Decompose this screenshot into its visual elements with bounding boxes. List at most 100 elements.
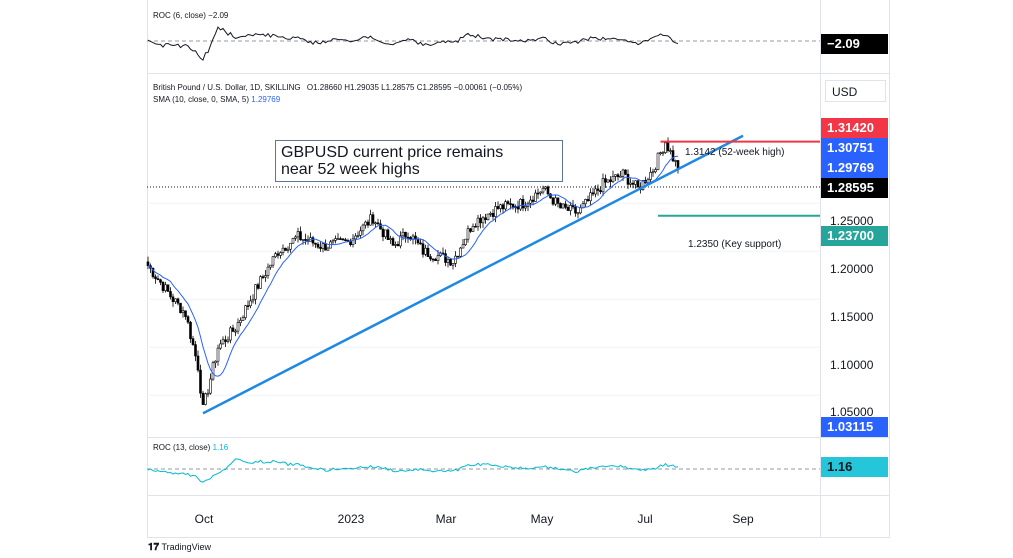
candle[interactable]	[301, 239, 305, 241]
candle[interactable]	[401, 231, 405, 237]
candle[interactable]	[176, 298, 180, 304]
candle[interactable]	[374, 222, 377, 225]
candle[interactable]	[226, 339, 230, 342]
candle[interactable]	[636, 180, 640, 188]
trend-line[interactable]	[202, 134, 744, 415]
candle[interactable]	[181, 310, 185, 314]
candle[interactable]	[569, 205, 572, 211]
candle[interactable]	[264, 275, 267, 278]
candle[interactable]	[436, 255, 440, 262]
candle[interactable]	[634, 180, 637, 185]
candle[interactable]	[574, 206, 577, 214]
candle[interactable]	[624, 169, 627, 175]
candle[interactable]	[491, 213, 495, 217]
candle[interactable]	[571, 205, 575, 208]
candle[interactable]	[189, 321, 192, 339]
candle[interactable]	[341, 238, 345, 241]
candle[interactable]	[581, 203, 585, 208]
candle[interactable]	[266, 266, 270, 276]
candle[interactable]	[319, 246, 322, 249]
candle[interactable]	[659, 152, 662, 154]
candle[interactable]	[326, 247, 330, 251]
candle[interactable]	[246, 305, 250, 307]
candle[interactable]	[671, 150, 675, 162]
candle[interactable]	[479, 217, 482, 224]
candle[interactable]	[291, 238, 295, 244]
pane-separator[interactable]	[147, 73, 890, 74]
candle[interactable]	[444, 253, 447, 263]
candle[interactable]	[649, 172, 652, 180]
candle[interactable]	[304, 239, 307, 241]
candle[interactable]	[666, 142, 670, 151]
candle[interactable]	[506, 201, 510, 204]
candle[interactable]	[224, 339, 227, 342]
candle[interactable]	[654, 169, 657, 173]
candle[interactable]	[576, 212, 580, 215]
candle[interactable]	[206, 392, 210, 395]
candle[interactable]	[596, 188, 600, 191]
candle[interactable]	[534, 192, 537, 202]
candle[interactable]	[451, 263, 455, 266]
candle[interactable]	[324, 243, 327, 251]
candle[interactable]	[196, 355, 200, 371]
candle[interactable]	[234, 330, 237, 333]
candle[interactable]	[316, 243, 320, 248]
candle[interactable]	[299, 231, 302, 241]
candle[interactable]	[386, 229, 390, 241]
candle[interactable]	[211, 362, 215, 380]
candle[interactable]	[631, 182, 635, 185]
candle[interactable]	[261, 276, 265, 278]
candle[interactable]	[166, 284, 170, 292]
candle[interactable]	[331, 240, 335, 243]
candle[interactable]	[194, 344, 197, 357]
candle[interactable]	[416, 239, 420, 244]
candle[interactable]	[406, 236, 410, 239]
candle[interactable]	[421, 243, 425, 255]
candle[interactable]	[674, 160, 677, 162]
candle[interactable]	[549, 193, 552, 199]
candle[interactable]	[361, 224, 365, 232]
candle[interactable]	[606, 179, 610, 183]
sma-line[interactable]	[147, 155, 679, 377]
candle[interactable]	[601, 178, 605, 193]
candle[interactable]	[359, 230, 362, 236]
candle[interactable]	[146, 261, 150, 267]
candle[interactable]	[494, 206, 497, 217]
candle[interactable]	[551, 197, 555, 205]
candle[interactable]	[509, 203, 512, 205]
candle[interactable]	[599, 190, 602, 193]
candle[interactable]	[286, 248, 290, 251]
candle[interactable]	[394, 244, 397, 246]
candle[interactable]	[151, 267, 155, 278]
candle[interactable]	[609, 179, 612, 182]
candle[interactable]	[229, 327, 232, 341]
candle[interactable]	[169, 291, 172, 298]
candle[interactable]	[296, 231, 300, 238]
candle[interactable]	[271, 256, 275, 266]
candle[interactable]	[429, 256, 432, 260]
candle[interactable]	[539, 191, 542, 194]
candle[interactable]	[381, 228, 385, 238]
candle[interactable]	[221, 339, 225, 345]
candle[interactable]	[404, 231, 407, 238]
candle[interactable]	[159, 279, 162, 283]
candle[interactable]	[546, 186, 550, 195]
candle[interactable]	[531, 199, 535, 202]
candle[interactable]	[564, 203, 567, 208]
candle[interactable]	[476, 217, 480, 228]
candle[interactable]	[336, 238, 340, 240]
candle[interactable]	[179, 302, 182, 314]
candle[interactable]	[364, 221, 367, 226]
candle[interactable]	[446, 258, 450, 263]
candle[interactable]	[589, 192, 592, 202]
candle[interactable]	[379, 223, 382, 230]
candle[interactable]	[399, 235, 402, 247]
candle[interactable]	[351, 238, 355, 245]
candle[interactable]	[244, 305, 247, 318]
candle[interactable]	[339, 238, 342, 240]
candle[interactable]	[174, 298, 177, 302]
candle[interactable]	[259, 276, 262, 289]
candle[interactable]	[281, 247, 285, 253]
candle[interactable]	[489, 213, 492, 215]
